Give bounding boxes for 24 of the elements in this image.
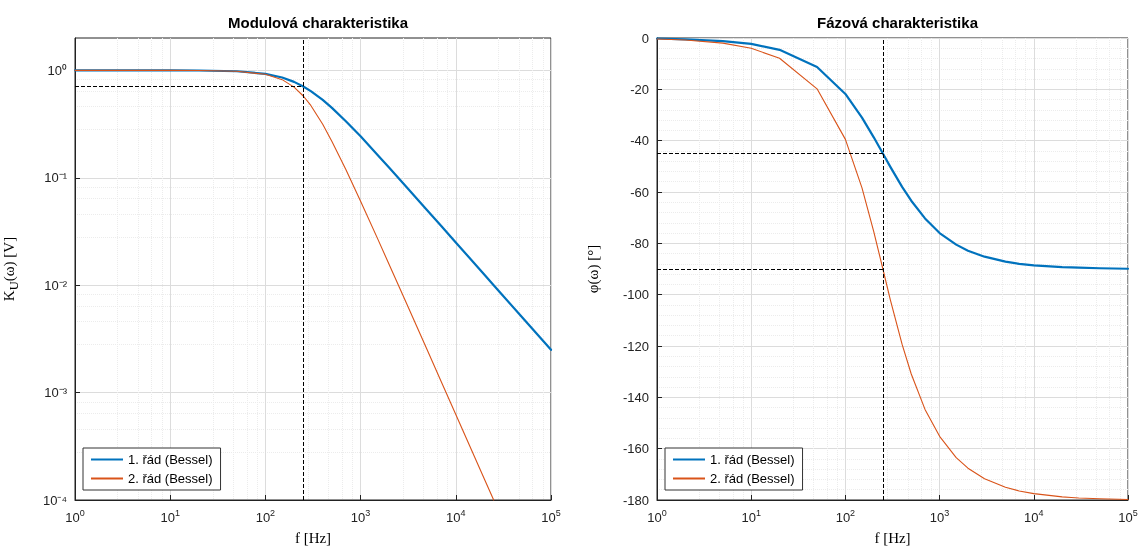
chart-title: Modulová charakteristika bbox=[227, 14, 409, 31]
y-tick-label: 0 bbox=[641, 30, 649, 46]
y-tick-label: -80 bbox=[630, 235, 649, 251]
legend-label: 1. řád (Bessel) bbox=[710, 452, 795, 467]
legend-label: 2. řád (Bessel) bbox=[710, 471, 795, 486]
y-tick-label: -120 bbox=[622, 338, 649, 354]
y-tick-label: 10⁰ bbox=[47, 62, 67, 78]
y-tick-label: -160 bbox=[622, 441, 649, 457]
y-tick-label: -20 bbox=[630, 81, 649, 97]
x-axis-title: f [Hz] bbox=[294, 529, 332, 546]
y-tick-label: -180 bbox=[622, 492, 649, 508]
y-tick-label: -100 bbox=[622, 287, 649, 303]
y-tick-label: 10⁻¹ bbox=[44, 170, 68, 186]
x-axis-title: f [Hz] bbox=[874, 529, 911, 546]
y-axis-title: φ(ω) [°] bbox=[584, 244, 602, 294]
y-tick-label: 10⁻⁴ bbox=[42, 492, 67, 508]
y-tick-label: 10⁻² bbox=[44, 277, 68, 293]
y-tick-label: 10⁻³ bbox=[44, 385, 68, 401]
chart-title: Fázová charakteristika bbox=[817, 14, 979, 31]
y-tick-label: -40 bbox=[630, 133, 649, 149]
legend-label: 2. řád (Bessel) bbox=[128, 471, 213, 486]
y-tick-label: -60 bbox=[630, 184, 649, 200]
y-tick-label: -140 bbox=[622, 389, 649, 405]
legend-label: 1. řád (Bessel) bbox=[128, 452, 213, 467]
